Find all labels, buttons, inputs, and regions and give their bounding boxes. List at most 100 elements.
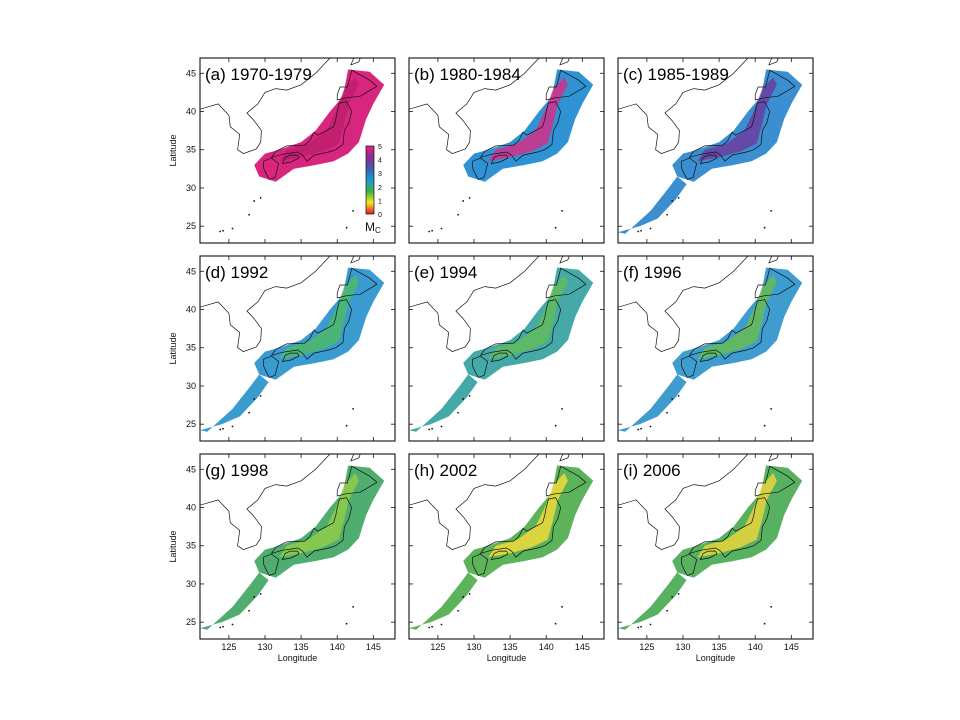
coverage-region-ryukyu [618,374,687,432]
coastline-korea [200,256,331,352]
panel-frame [408,453,605,640]
coastline-japan [336,465,378,497]
coverage-region-ryukyu [409,374,478,432]
coastline-japan [336,267,378,299]
coverage-region [672,465,803,578]
coastline-japan [681,355,698,378]
island-dot [763,226,766,229]
coverage-region [463,465,594,578]
coverage-region-ryukyu [200,572,269,630]
coastline-japan [688,101,771,162]
coastline-japan [336,69,378,101]
y-axis-label: Latitude [168,134,178,166]
x-tick-label: 140 [539,642,554,652]
coastline-korea [200,454,331,550]
x-tick-label: 130 [257,642,272,652]
island-dot [248,411,251,414]
island-dot [440,227,443,230]
map-panel: (c) 1985-1989 [617,57,850,244]
island-dot [640,427,643,430]
island-dot [430,233,432,235]
island-dot [352,209,355,212]
colorbar-tick-label: 0 [378,212,382,219]
panel-frame [408,255,605,442]
y-axis-label: Latitude [168,530,178,562]
x-tick-label: 135 [503,642,518,652]
island-dot [770,209,773,212]
island-dot [554,622,557,625]
panel-frame [617,57,814,244]
island-dot [259,196,262,199]
island-dot [677,196,680,199]
island-dot [440,425,443,428]
island-dot [848,233,850,235]
panel-title: (g) 1998 [205,461,268,480]
coastline-japan [699,154,718,164]
colorbar-tick-label: 2 [378,185,382,192]
coastline-korea [618,58,749,154]
island-dot [770,407,773,410]
island-dot [428,230,431,233]
y-axis-label: Latitude [168,332,178,364]
colorbar-tick-label: 4 [378,158,382,165]
coastline-japan [545,465,587,497]
y-tick-label: 45 [186,266,196,276]
panel-frame [199,453,396,640]
coastline-japan [681,157,698,180]
island-dot [554,226,557,229]
colorbar-tick-label: 5 [378,144,382,151]
colorbar-tick-label: 1 [378,198,382,205]
coastline-japan [263,157,280,180]
coastline-japan [688,497,771,558]
island-dot [848,629,850,631]
coverage-region [672,69,803,182]
island-dot [637,428,640,431]
coastline-japan [479,497,562,558]
island-dot [222,625,225,628]
panel-title: (c) 1985-1989 [623,65,729,84]
coverage-region-ryukyu [409,572,478,630]
map-panel: 125 130 135 140 145 25 30 35 40 45 (g) 1998 Latitud… [168,453,432,663]
y-tick-label: 40 [186,107,196,117]
x-tick-label: 145 [784,642,799,652]
island-dot [430,431,432,433]
island-dot [248,213,251,216]
island-dot [231,623,234,626]
island-dot [763,424,766,427]
island-dot [457,411,460,414]
island-dot [259,592,262,595]
island-dot [468,592,471,595]
coverage-core [697,275,777,360]
coastline-japan [699,550,718,560]
x-tick-label: 135 [294,642,309,652]
island-dot [671,398,674,400]
y-tick-label: 30 [186,183,196,193]
x-tick-label: 130 [675,642,690,652]
island-dot [639,233,641,235]
coastline-japan [270,101,353,162]
coastline-japan [472,553,489,576]
island-dot [248,609,251,612]
coverage-region-ryukyu [200,374,269,432]
island-dot [440,623,443,626]
coastline-korea [618,256,749,352]
island-dot [462,200,465,202]
y-tick-label: 25 [186,617,196,627]
colorbar: 0 1 2 3 4 5 MC [365,144,382,235]
map-panel: (f) 1996 [617,255,814,442]
panel-frame [617,453,814,640]
y-tick-label: 40 [186,503,196,513]
coastline-japan [479,299,562,360]
x-axis-label: Longitude [487,653,527,663]
coverage-core [488,77,568,162]
panel-frame [408,57,605,244]
island-dot [430,629,432,631]
x-tick-label: 140 [748,642,763,652]
island-dot [666,411,669,414]
island-dot [231,227,234,230]
coastline-japan [270,299,353,360]
island-dot [345,424,348,427]
island-dot [345,226,348,229]
coastline-japan [559,58,570,66]
